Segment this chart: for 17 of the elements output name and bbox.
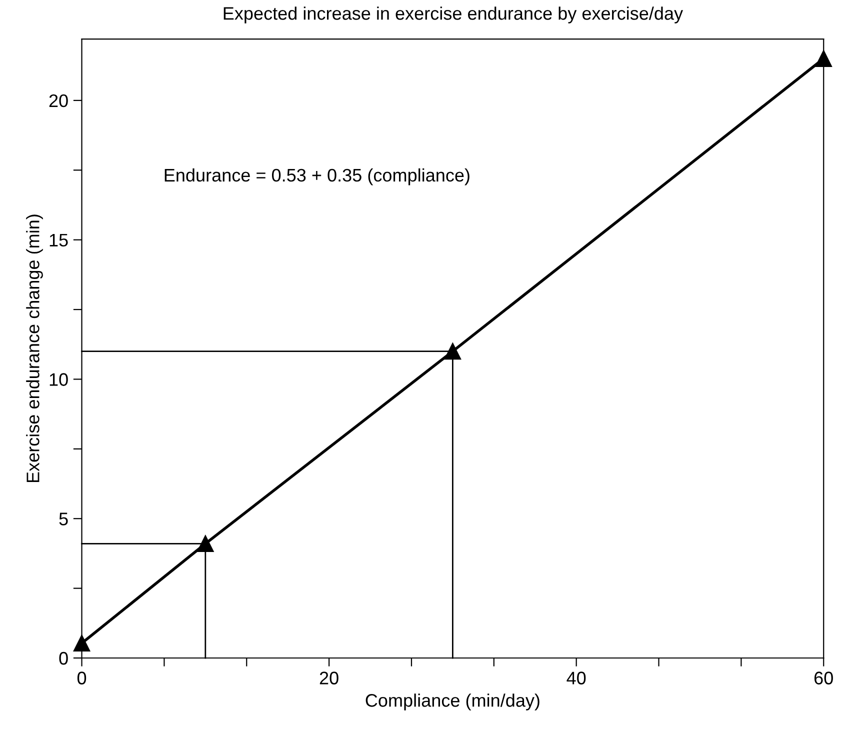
point bbox=[815, 50, 832, 67]
annotation: Endurance = 0.53 + 0.35 (compliance) bbox=[164, 168, 470, 186]
y-tick-label: 5 bbox=[59, 512, 68, 526]
point bbox=[197, 535, 214, 552]
x-tick-label: 0 bbox=[77, 672, 86, 684]
point bbox=[444, 343, 462, 360]
x-tick-label: 20 bbox=[320, 672, 338, 684]
y-tick-label: 10 bbox=[50, 373, 68, 386]
y-tick-label: 20 bbox=[49, 94, 68, 108]
y-axis-title: Exercise endurance change (min) bbox=[26, 214, 43, 482]
y-tick-label: 0 bbox=[59, 652, 68, 665]
y-tick-label: 15 bbox=[50, 234, 68, 247]
chart-title: Expected increase in exercise endurance by exercise/day bbox=[224, 6, 684, 24]
x-tick-label: 60 bbox=[814, 672, 833, 684]
point bbox=[73, 634, 90, 652]
x-tick-label: 40 bbox=[566, 672, 586, 684]
x-axis-title: Compliance (min/day) bbox=[366, 694, 540, 710]
